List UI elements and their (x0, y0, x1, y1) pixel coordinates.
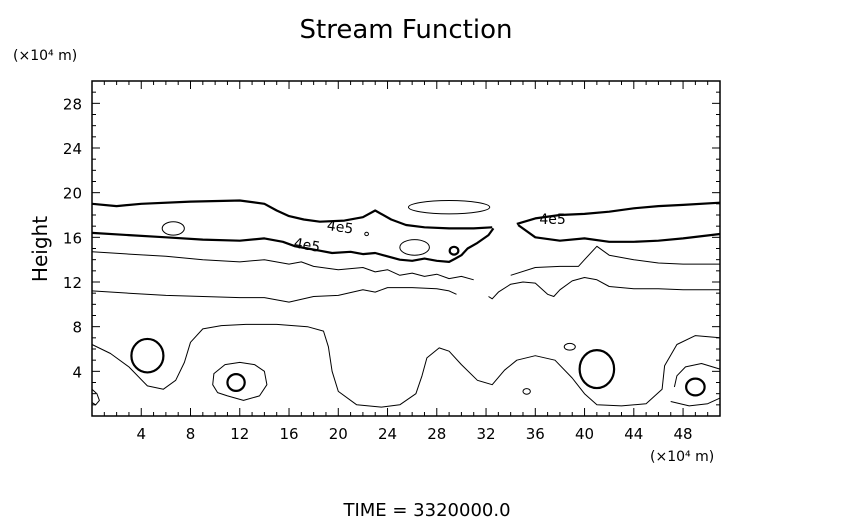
contour-cell-k (364, 231, 369, 237)
contour-cell-e (161, 221, 185, 236)
contour-middle-thick (91, 227, 495, 263)
y-tick-label: 8 (72, 319, 82, 337)
contour-cell-c (578, 349, 616, 390)
y-axis-label: Height (28, 216, 52, 282)
contour-value-label: 4e5 (293, 236, 322, 256)
contour-upper-thick-right (516, 201, 721, 225)
contour-cell-f (399, 239, 430, 256)
contour-lower-loop-1 (212, 361, 268, 401)
x-tick-label: 28 (427, 425, 446, 443)
x-tick-label: 24 (378, 425, 397, 443)
contour-middle-thick-right (517, 224, 721, 243)
contour-cell-d (685, 377, 706, 397)
contour-cell-a (130, 337, 165, 374)
contour-cell-h (563, 342, 576, 351)
y-tick-label: 24 (63, 140, 82, 158)
y-axis-unit-label: (×10⁴ m) (13, 48, 77, 64)
contour-lower-loop-2 (91, 388, 100, 406)
contour-thin-11-right (488, 277, 720, 300)
contour-thin-11 (91, 287, 457, 303)
contour-lower-loop-3 (670, 397, 721, 407)
y-tick-label: 4 (72, 363, 82, 381)
x-tick-label: 48 (674, 425, 693, 443)
contour-upper-thick (91, 199, 493, 230)
x-tick-label: 40 (575, 425, 594, 443)
x-tick-label: 32 (476, 425, 495, 443)
x-tick-label: 12 (230, 425, 249, 443)
time-footer: TIME = 3320000.0 (342, 500, 510, 519)
x-axis-unit-label: (×10⁴ m) (650, 449, 714, 465)
contour-thin-15 (91, 251, 474, 281)
contour-thin-15-right (510, 245, 720, 276)
contour-cell-i (522, 388, 531, 395)
x-tick-label: 44 (624, 425, 643, 443)
contour-value-label: 4e5 (326, 218, 354, 238)
contour-cell-j (448, 245, 460, 256)
chart-title: Stream Function (300, 15, 513, 45)
contour-cell-g (407, 199, 491, 215)
x-tick-label: 4 (136, 425, 146, 443)
contour-lower-loop-4 (673, 363, 721, 388)
x-tick-label: 8 (186, 425, 196, 443)
contour-wave-thin (91, 323, 721, 408)
y-tick-label: 20 (63, 185, 82, 203)
x-tick-label: 36 (526, 425, 545, 443)
y-tick-label: 12 (63, 274, 82, 292)
x-tick-label: 20 (329, 425, 348, 443)
x-tick-label: 16 (279, 425, 298, 443)
contour-cell-b (226, 373, 246, 392)
contour-value-label: 4e5 (539, 212, 565, 228)
contour-lines (91, 199, 721, 408)
y-tick-label: 28 (63, 95, 82, 113)
y-tick-label: 16 (63, 229, 82, 247)
plot-frame (91, 80, 721, 417)
